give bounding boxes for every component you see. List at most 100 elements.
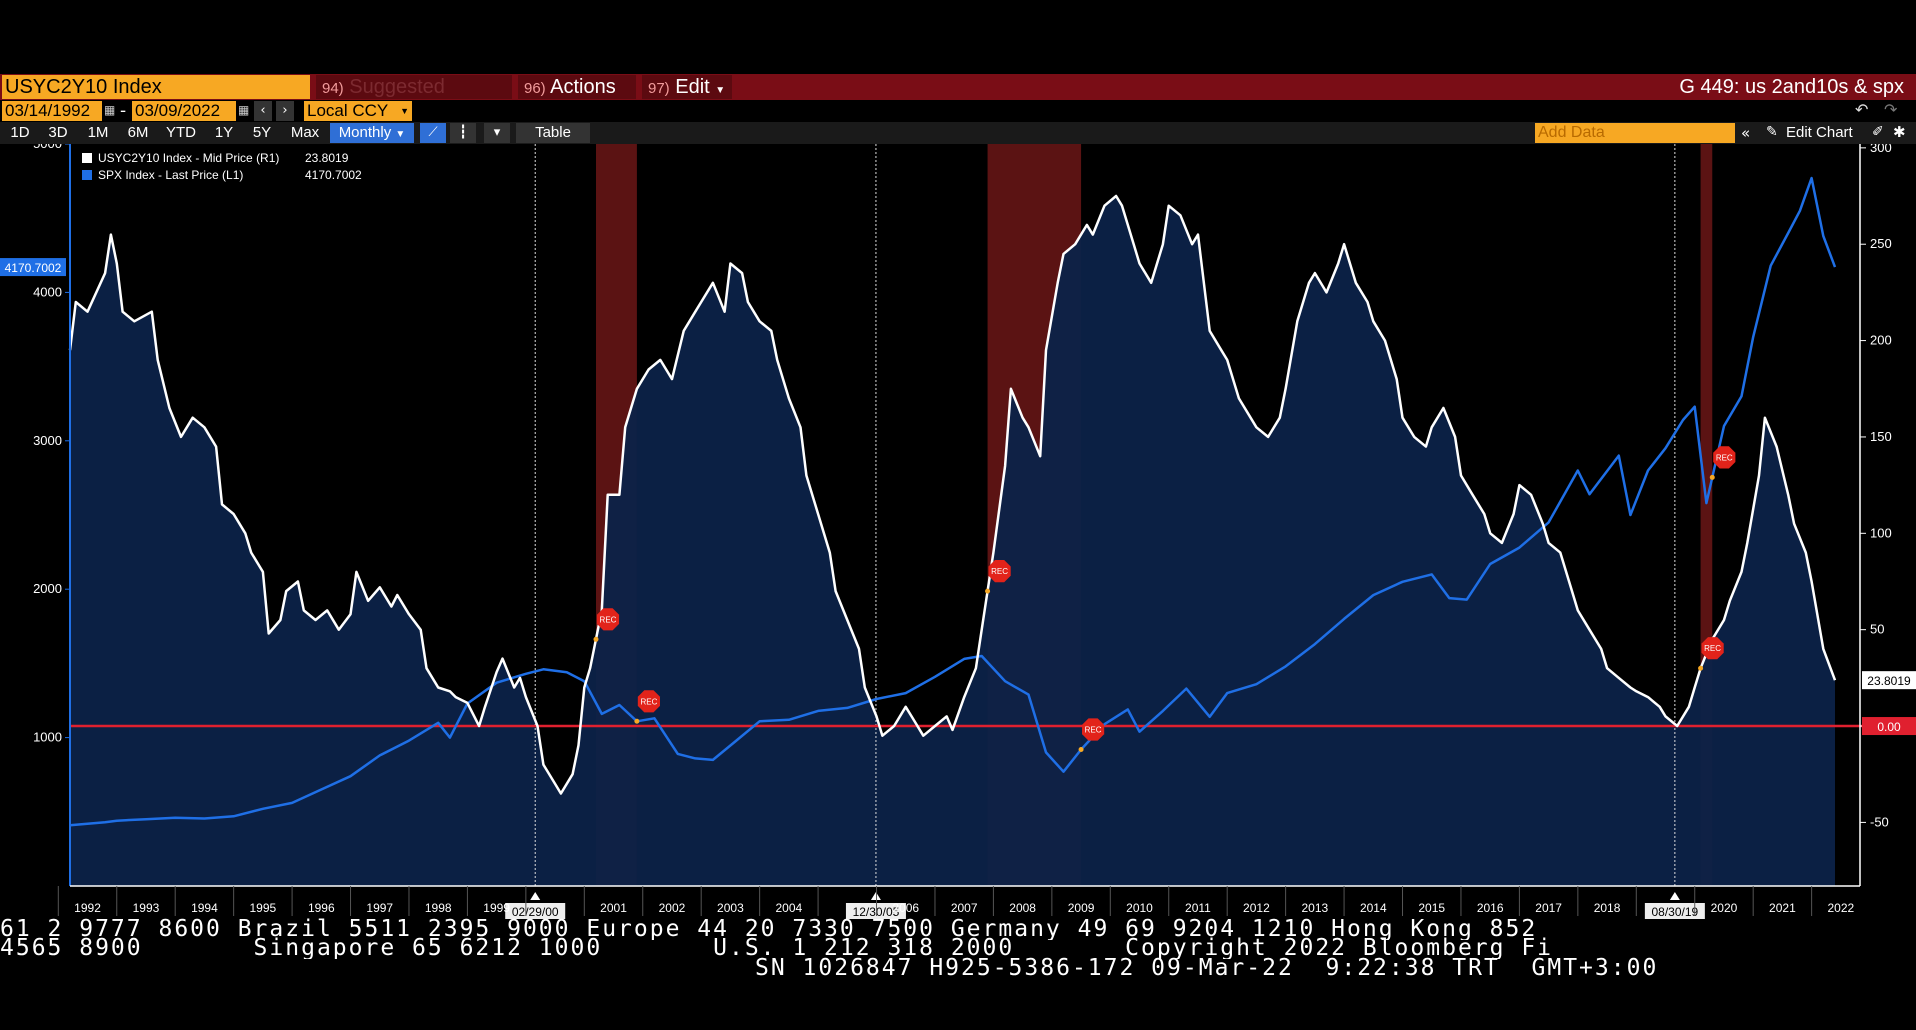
date-row [0,100,1916,122]
range-ytd[interactable]: YTD [166,124,196,141]
line-chart-icon[interactable]: ⟋ [420,123,446,143]
rec-marker-dot-1 [634,718,640,724]
rec-marker-label-2: REC [991,567,1008,576]
x-tick-label-20: 2014 [1360,901,1387,915]
range-3d[interactable]: 3D [48,124,68,141]
event-date-box-0 [505,903,566,919]
chart-type-caret-icon[interactable]: ▾ [484,123,510,143]
recession-band-2 [1700,144,1713,886]
left-last-box [0,258,66,277]
period-caret-icon: ▼ [395,129,406,140]
x-tick-label-10: 2003 [717,901,744,915]
event-date-label-0: 02/29/00 [512,905,559,919]
range-5y[interactable]: 5Y [252,124,272,141]
right-tick-label-7: 300 [1870,144,1892,155]
right-tick-label-5: 200 [1870,333,1892,348]
event-triangle-icon-2 [1669,892,1680,900]
curve-area [70,196,1835,886]
next-period-button[interactable]: › [276,101,294,121]
suggested-charts-button[interactable]: 94) Suggested Charts [316,75,512,124]
legend-value-0: 23.8019 [305,151,349,165]
x-tick-label-14: 2008 [1009,901,1036,915]
event-triangle-icon-0 [530,892,541,900]
add-data-input[interactable]: Add Data [1535,123,1735,143]
table-button[interactable]: Table [516,123,590,143]
range-1d[interactable]: 1D [10,124,30,141]
x-tick-label-3: 1995 [250,901,277,915]
range-row [0,122,1916,144]
chart-area[interactable]: 02/29/00 12/30/05 08/30/19 RECRECRECRECREC… [0,144,1916,924]
end-date-field[interactable]: 03/09/2022 [132,101,236,121]
currency-caret-icon: ▼ [400,106,409,116]
x-tick-label-5: 1997 [366,901,393,915]
right-tick-label-3: 100 [1870,525,1892,540]
range-1m[interactable]: 1M [87,124,109,141]
x-tick-label-18: 2012 [1243,901,1270,915]
range-6m[interactable]: 6M [127,124,149,141]
prev-period-button[interactable]: ‹ [254,101,272,121]
undo-icon[interactable]: ↶ [1855,100,1869,119]
collapse-icon[interactable]: « [1741,124,1751,142]
curve-line [68,194,1837,795]
x-tick-label-9: 2002 [659,901,686,915]
edit-num: 97) [648,80,670,97]
range-max[interactable]: Max [290,124,320,141]
x-tick-label-16: 2010 [1126,901,1153,915]
right-last-label: 23.8019 [1867,674,1911,688]
start-date-field[interactable]: 03/14/1992 [2,101,102,121]
period-label: Monthly [338,124,392,141]
actions-label: Actions [550,76,616,98]
spx-line [69,176,1837,827]
edit-label: Edit [675,76,710,98]
range-1y[interactable]: 1Y [214,124,234,141]
right-zero-box [1862,717,1916,736]
start-calendar-icon[interactable]: ▦ [104,103,116,117]
footer-line-1: 61 2 9777 8600 Brazil 5511 2395 9000 Eur… [0,918,1538,940]
period-select[interactable]: Monthly ▼ [330,123,414,143]
edit-menu[interactable]: 97) Edit ▼ [642,75,732,99]
draw-icon[interactable]: ✐ [1872,124,1884,140]
chart-title: G 449: us 2and10s & spx [1679,76,1904,98]
end-calendar-icon[interactable]: ▦ [238,103,250,117]
x-tick-label-17: 2011 [1185,901,1211,915]
x-tick-label-23: 2017 [1535,901,1562,915]
left-tick-label-0: 1000 [33,730,62,745]
x-tick-label-26: 2021 [1769,901,1796,915]
rec-marker-label-0: REC [600,615,617,624]
rec-marker-label-5: REC [1716,453,1733,462]
x-tick-label-22: 2016 [1477,901,1504,915]
rec-marker-label-3: REC [1085,725,1102,734]
rec-marker-icon-3 [1082,718,1105,741]
x-tick-label-21: 2015 [1418,901,1445,915]
security-field[interactable]: USYC2Y10 Index [2,75,310,99]
right-tick-label-2: 50 [1870,622,1884,637]
currency-select[interactable]: Local CCY ▼ [304,101,412,121]
date-separator: - [120,101,127,121]
legend-name-1: SPX Index - Last Price (L1) [98,168,243,182]
candlestick-icon[interactable]: ┇ [450,123,476,143]
curve-fill [70,196,1835,886]
event-date-box-2 [1644,903,1705,919]
currency-label: Local CCY [307,101,389,120]
left-tick-label-4: 5000 [33,144,62,151]
x-tick-label-11: 2004 [776,901,803,915]
rec-marker-icon-2 [988,560,1011,583]
actions-menu[interactable]: 96) Actions ▼ [518,75,636,122]
x-tick-label-2: 1994 [191,901,218,915]
x-tick-label-25: 2020 [1711,901,1738,915]
right-tick-label-0: -50 [1870,814,1889,829]
x-tick-label-0: 1992 [74,901,101,915]
x-tick-label-19: 2013 [1301,901,1328,915]
left-last-label: 4170.7002 [5,261,62,275]
x-tick-label-24: 2018 [1594,901,1621,915]
event-triangle-icon-1 [870,892,881,900]
legend-value-1: 4170.7002 [305,168,362,182]
gear-icon[interactable]: ✱ [1893,123,1906,141]
rec-marker-label-1: REC [640,697,657,706]
footer-line-2: 4565 8900 Singapore 65 6212 1000 U.S. 1 … [0,937,1554,959]
edit-caret-icon: ▼ [715,85,726,96]
right-tick-label-4: 150 [1870,429,1892,444]
rec-marker-icon-1 [637,690,660,713]
edit-chart-button[interactable]: Edit Chart [1786,124,1853,141]
redo-icon[interactable]: ↷ [1884,100,1898,119]
